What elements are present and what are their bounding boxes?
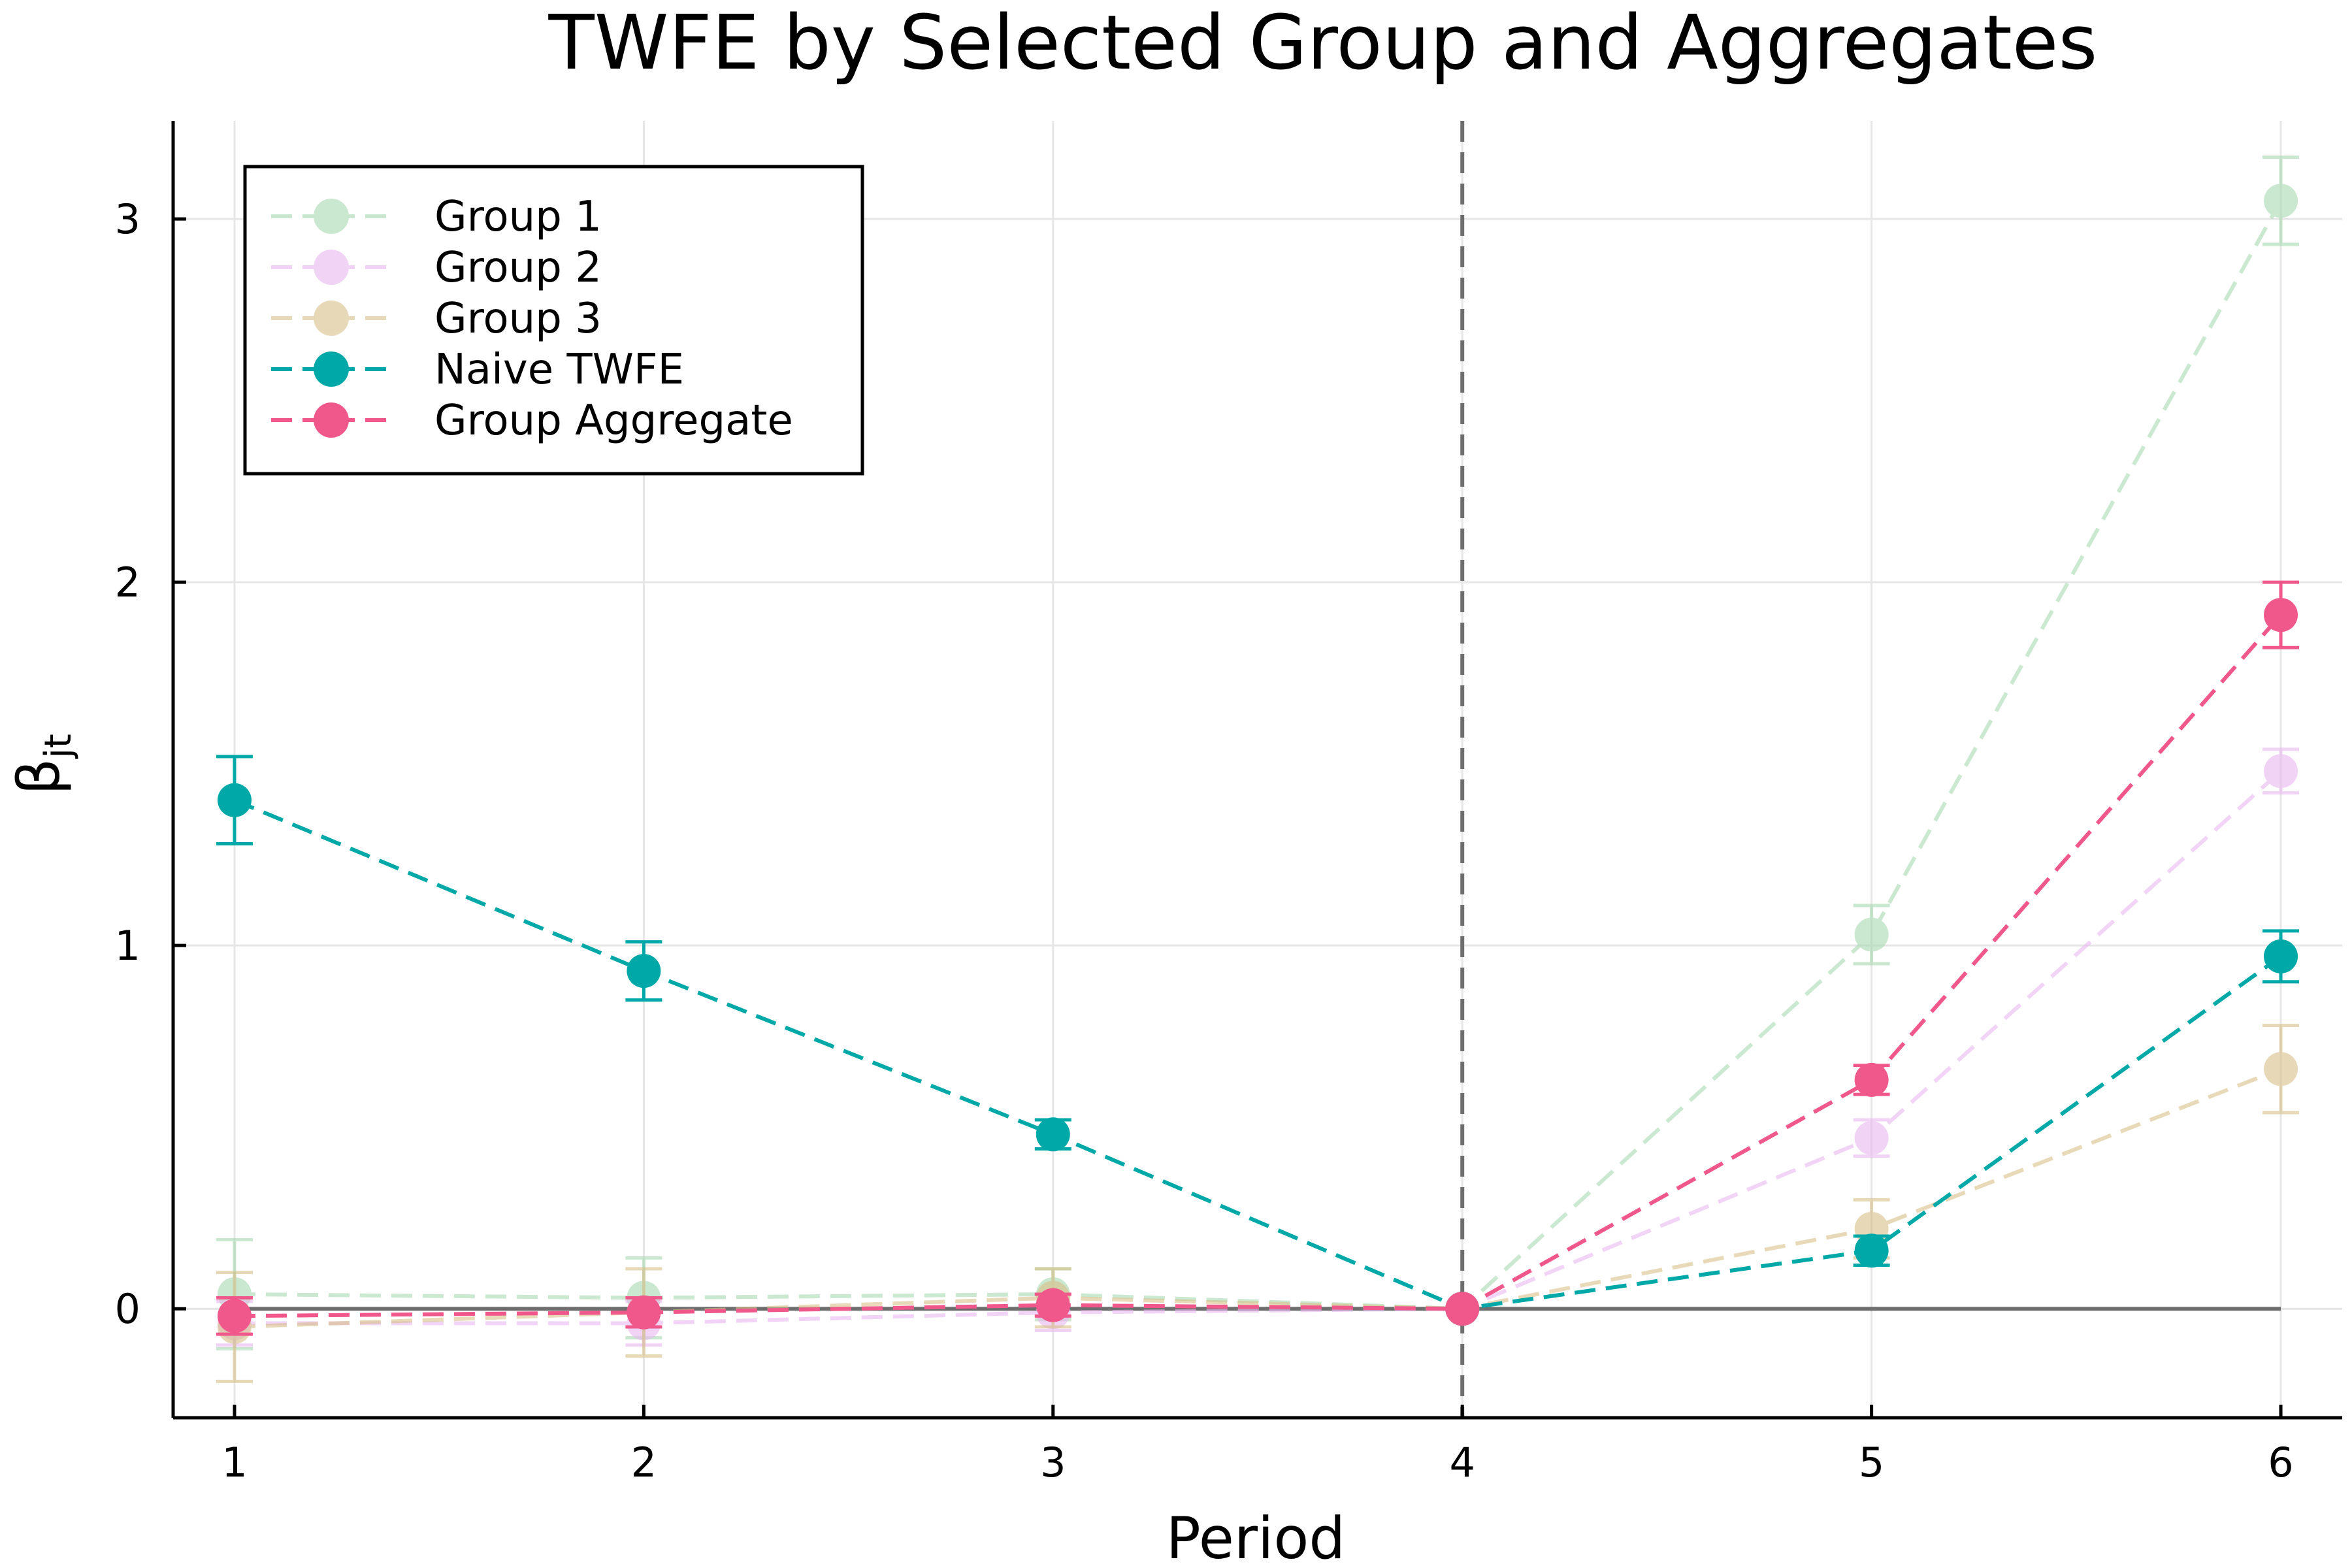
legend-label: Group Aggregate <box>434 397 793 445</box>
x-tick-label: 5 <box>1859 1439 1884 1486</box>
legend-label: Naive TWFE <box>434 346 684 394</box>
x-tick-label: 4 <box>1449 1439 1475 1486</box>
series-group-2 <box>216 747 2300 1347</box>
legend-marker <box>314 301 349 336</box>
legend-swatch <box>271 199 392 234</box>
data-point <box>1036 1288 1070 1322</box>
legend-swatch <box>271 250 392 285</box>
data-point <box>2264 184 2298 218</box>
legend-label: Group 1 <box>434 193 602 241</box>
data-point <box>217 783 252 817</box>
data-point <box>2264 1052 2298 1086</box>
data-point <box>1445 1292 1480 1326</box>
data-point <box>2264 939 2298 973</box>
data-point <box>2264 754 2298 789</box>
legend-item: Group 3 <box>271 295 602 343</box>
legend-marker <box>314 199 349 234</box>
legend-item: Naive TWFE <box>271 346 684 394</box>
data-point <box>627 954 661 988</box>
y-axis-label-sub: jt <box>37 734 80 760</box>
axes: 1 2 3 4 5 6 0 1 2 3 <box>115 121 2342 1486</box>
series-group-aggregate <box>216 580 2300 1336</box>
data-point <box>1854 1233 1889 1268</box>
legend-swatch <box>271 301 392 336</box>
legend-label: Group 2 <box>434 244 602 292</box>
legend-swatch <box>271 351 392 387</box>
data-point <box>1854 917 1889 952</box>
data-point <box>627 1295 661 1330</box>
series-line <box>234 613 2283 1318</box>
x-tick-label: 2 <box>631 1439 657 1486</box>
chart-title: TWFE by Selected Group and Aggregates <box>548 0 2098 87</box>
series-group-3 <box>216 1023 2300 1383</box>
legend-item: Group 2 <box>271 244 602 292</box>
x-tick-label: 6 <box>2268 1439 2293 1486</box>
series-line <box>234 1067 2282 1329</box>
data-point <box>1036 1117 1070 1152</box>
legend-marker <box>314 351 349 387</box>
data-point <box>217 1299 252 1333</box>
legend-item: Group 1 <box>271 193 602 241</box>
legend-marker <box>314 402 349 438</box>
legend-marker <box>314 250 349 285</box>
series-line <box>233 798 2282 1311</box>
series-naive-twfe <box>216 755 2300 1326</box>
x-tick-label: 1 <box>221 1439 247 1486</box>
series-lines <box>216 155 2300 1383</box>
legend-label: Group 3 <box>434 295 602 343</box>
x-axis-label: Period <box>1166 1505 1345 1568</box>
y-tick-label: 3 <box>115 195 140 243</box>
legend-swatch <box>271 402 392 438</box>
y-axis-label: βjt <box>5 734 80 795</box>
y-tick-label: 0 <box>115 1285 140 1333</box>
y-axis-label-main: β <box>5 759 73 795</box>
legend-item: Group Aggregate <box>271 397 793 445</box>
data-point <box>1854 1062 1889 1097</box>
x-tick-label: 3 <box>1040 1439 1066 1486</box>
data-point <box>1854 1120 1889 1155</box>
data-point <box>2264 598 2298 632</box>
series-line <box>234 770 2283 1326</box>
y-tick-label: 1 <box>115 922 140 970</box>
y-tick-label: 2 <box>115 559 140 606</box>
